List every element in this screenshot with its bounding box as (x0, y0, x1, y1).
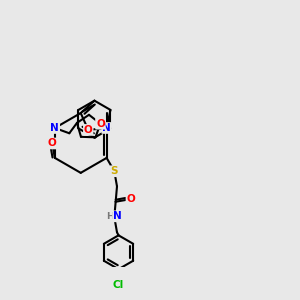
Text: S: S (111, 166, 118, 176)
Text: N: N (102, 123, 111, 133)
Text: O: O (84, 125, 93, 135)
Text: O: O (47, 139, 56, 148)
Text: O: O (127, 194, 135, 204)
Text: Cl: Cl (113, 280, 124, 290)
Text: N: N (113, 211, 122, 221)
Text: H: H (106, 212, 113, 221)
Text: N: N (50, 123, 59, 133)
Text: O: O (96, 119, 105, 129)
